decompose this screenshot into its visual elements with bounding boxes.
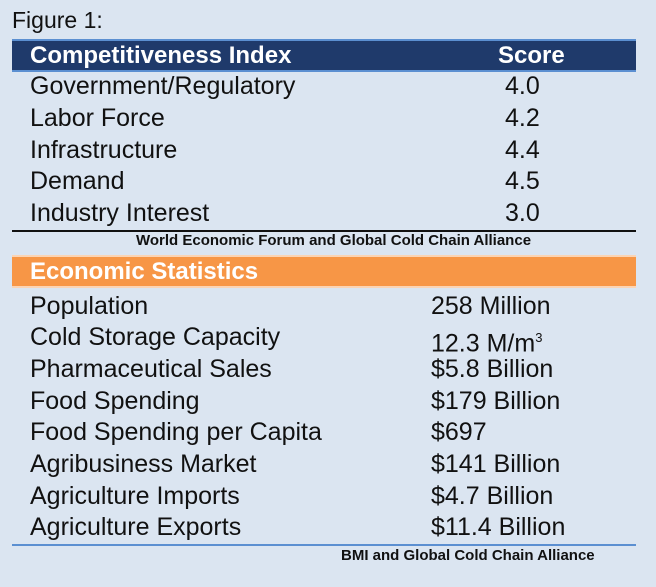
row-score: 4.5: [505, 167, 540, 195]
economic-row: Food Spending per Capita: [30, 417, 322, 448]
economic-row: Agribusiness Market: [30, 449, 256, 480]
competitiveness-row: Government/Regulatory: [30, 71, 295, 102]
row-label: Agriculture Imports: [30, 482, 240, 510]
row-value: 258 Million: [431, 292, 551, 320]
competitiveness-header: Competitiveness Index Score: [12, 39, 636, 72]
economic-row: Food Spending: [30, 386, 200, 417]
competitiveness-header-label: Competitiveness Index: [30, 42, 292, 69]
row-value: 12.3 M/m3: [431, 322, 542, 359]
competitiveness-row: Industry Interest: [30, 198, 209, 229]
table-divider: [12, 230, 636, 232]
competitiveness-source: World Economic Forum and Global Cold Cha…: [136, 232, 532, 249]
row-label: Labor Force: [30, 104, 165, 132]
competitiveness-row: Labor Force: [30, 103, 165, 134]
row-label: Food Spending per Capita: [30, 418, 322, 446]
score-header-label: Score: [498, 42, 565, 69]
row-label: Agriculture Exports: [30, 513, 242, 541]
row-label: Cold Storage Capacity: [30, 323, 281, 351]
row-label: Population: [30, 292, 149, 320]
row-score: 4.2: [505, 104, 540, 132]
row-value-text: 12.3 M/m: [431, 329, 536, 358]
row-value: $179 Billion: [431, 387, 561, 415]
row-value: $697: [431, 418, 487, 446]
economic-source: BMI and Global Cold Chain Alliance: [341, 547, 595, 564]
row-score: 4.4: [505, 136, 540, 164]
row-value: $141 Billion: [431, 450, 561, 478]
row-label: Food Spending: [30, 387, 200, 415]
row-value: $5.8 Billion: [431, 355, 554, 383]
economic-header-label: Economic Statistics: [30, 258, 259, 285]
row-value: $4.7 Billion: [431, 482, 554, 510]
competitiveness-row: Demand: [30, 166, 125, 197]
row-label: Pharmaceutical Sales: [30, 355, 272, 383]
figure-title: Figure 1:: [12, 7, 103, 33]
row-label: Demand: [30, 167, 125, 195]
row-label: Government/Regulatory: [30, 72, 296, 100]
row-score: 4.0: [505, 72, 540, 100]
economic-header: Economic Statistics: [12, 255, 636, 288]
economic-row: Cold Storage Capacity: [30, 322, 280, 353]
table-bottom-rule: [12, 544, 636, 546]
economic-row: Pharmaceutical Sales: [30, 354, 272, 385]
row-value: $11.4 Billion: [431, 513, 566, 541]
row-score: 3.0: [505, 199, 540, 227]
economic-row: Population: [30, 291, 148, 322]
competitiveness-row: Infrastructure: [30, 135, 177, 166]
row-label: Industry Interest: [30, 199, 210, 227]
row-label: Agribusiness Market: [30, 450, 257, 478]
economic-row: Agriculture Imports: [30, 481, 240, 512]
row-value-superscript: 3: [535, 330, 543, 345]
row-label: Infrastructure: [30, 136, 178, 164]
economic-row: Agriculture Exports: [30, 512, 241, 543]
